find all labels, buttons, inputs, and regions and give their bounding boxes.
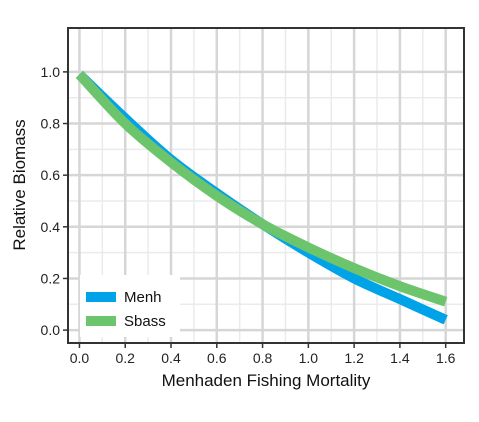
x-tick-label: 0.2 [115, 350, 135, 366]
x-tick-label: 0.8 [253, 350, 273, 366]
x-tick-label: 0.0 [70, 350, 90, 366]
x-tick-label: 1.2 [344, 350, 364, 366]
x-tick-label: 0.4 [161, 350, 181, 366]
legend-label-sbass: Sbass [124, 313, 166, 330]
y-tick-label: 0.2 [41, 270, 61, 286]
x-axis-ticks: 0.0 0.2 0.4 0.6 0.8 1.0 1.2 1.4 1.6 [70, 343, 456, 366]
legend-label-menh: Menh [124, 289, 162, 306]
series-layer [75, 70, 448, 325]
x-tick-label: 1.4 [390, 350, 410, 366]
x-tick-label: 1.0 [299, 350, 319, 366]
plot-border [67, 27, 465, 344]
legend-swatch-menh [86, 292, 116, 302]
x-tick-label: 0.6 [207, 350, 227, 366]
y-tick-label: 1.0 [41, 64, 61, 80]
x-axis-title: Menhaden Fishing Mortality [162, 371, 371, 390]
legend: Menh Sbass [80, 275, 180, 337]
y-tick-label: 0.6 [41, 167, 61, 183]
legend-swatch-sbass [86, 316, 116, 326]
y-axis-title: Relative Biomass [10, 119, 29, 250]
y-tick-label: 0.4 [41, 219, 61, 235]
series-line-sbass [75, 71, 448, 307]
y-tick-label: 0.0 [41, 322, 61, 338]
x-tick-label: 1.6 [436, 350, 456, 366]
legend-background [80, 275, 180, 337]
y-tick-label: 0.8 [41, 116, 61, 132]
y-axis-ticks: 0.0 0.2 0.4 0.6 0.8 1.0 [41, 64, 68, 338]
